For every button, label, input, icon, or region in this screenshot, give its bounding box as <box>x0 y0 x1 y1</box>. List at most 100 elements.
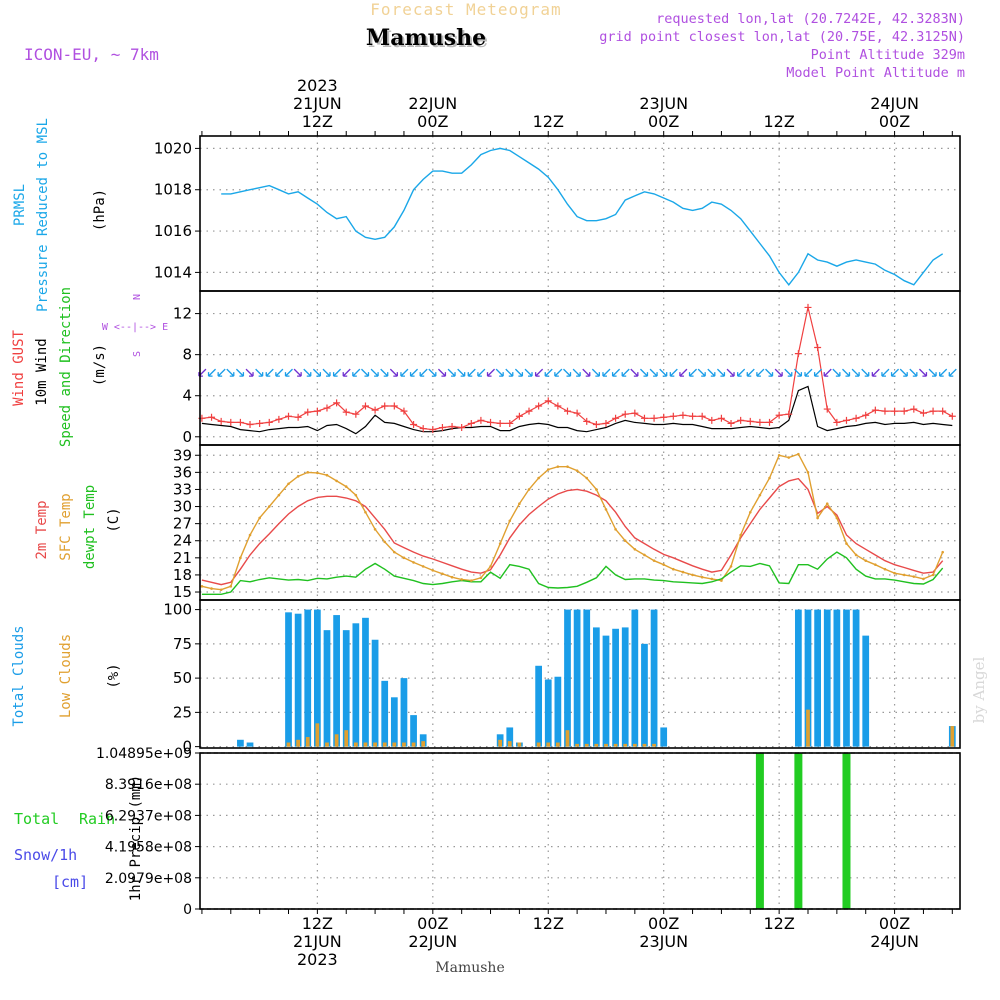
sfc-temp-point <box>489 565 492 568</box>
total-cloud-bar <box>544 679 552 747</box>
low-cloud-bar <box>421 741 426 747</box>
bottom-time-label: 12Z <box>763 914 794 933</box>
gust-point <box>487 418 495 426</box>
sfc-temp-point <box>258 516 261 520</box>
sfc-temp-point <box>518 502 521 505</box>
gust-point <box>842 416 850 424</box>
low-cloud-bar <box>296 739 300 747</box>
axis-layer: 1014101610181020048121518212427303336390… <box>96 76 953 969</box>
wind-direction-arrow <box>322 368 331 377</box>
ytick-label: 1014 <box>154 263 192 281</box>
product-title: Forecast Meteogram <box>370 0 561 19</box>
gust-point <box>563 407 571 415</box>
sfc-temp-point <box>835 516 839 520</box>
wind-direction-arrow <box>928 368 937 377</box>
wind-direction-arrow <box>477 368 486 377</box>
ytick-label: 75 <box>173 635 192 653</box>
sfc-temp-point <box>748 510 752 514</box>
low-cloud-bar <box>613 743 618 747</box>
sfc-temp-point <box>566 465 569 468</box>
sfc-temp-point <box>941 550 944 554</box>
wind-label: 10m Wind <box>34 338 50 405</box>
total-cloud-bar <box>333 615 340 747</box>
gust-point <box>515 412 523 420</box>
location-title: Mamushe <box>366 25 486 51</box>
low-cloud-bar <box>411 742 416 747</box>
wind-direction-arrow <box>939 368 948 377</box>
low-cloud-bar <box>594 743 599 747</box>
wind-speed-line <box>201 385 953 435</box>
gust-point <box>708 416 716 424</box>
wind-direction-arrow <box>534 368 544 377</box>
low-cloud-bar <box>652 743 656 747</box>
sfc-temp-point <box>316 471 319 475</box>
gust-point <box>948 412 956 420</box>
ytick-label: 27 <box>173 515 192 533</box>
top-time-label: 22JUN <box>408 94 457 113</box>
gust-point <box>833 418 841 426</box>
low-cloud-bar <box>305 737 310 747</box>
sfc-temp-point <box>402 556 406 560</box>
low-cloud-bar <box>565 730 570 747</box>
bottom-time-label: 22JUN <box>408 932 457 951</box>
low-cloud-bar <box>402 742 406 747</box>
grid-layer <box>200 136 960 910</box>
compass-we: W <--|--> E <box>102 322 168 333</box>
wind-direction-arrow <box>793 368 803 377</box>
wind-direction-arrow <box>400 368 409 377</box>
total-cloud-bar <box>573 609 581 747</box>
wind-direction-arrow <box>899 368 908 377</box>
sfc-temp-point <box>248 533 252 537</box>
wind-direction-arrow <box>428 368 437 377</box>
bottom-time-label: 2023 <box>297 950 338 969</box>
low-cloud-bar <box>642 743 647 747</box>
low-cloud-bar <box>632 743 637 747</box>
wind-direction-arrow <box>447 368 456 377</box>
wind-direction-arrow <box>639 368 649 377</box>
sfc-temp-point <box>296 475 300 478</box>
total-cloud-bar <box>631 609 639 747</box>
gust-point <box>371 406 379 414</box>
ytick-label: 8 <box>182 346 192 364</box>
sfc-temp-point <box>700 575 704 579</box>
sfc-temp-point <box>219 588 223 592</box>
sfc-temp-point <box>421 565 425 568</box>
panel-frame <box>199 444 961 601</box>
gust-point <box>669 412 677 420</box>
sfc-temp-point <box>922 577 925 581</box>
low-cloud-bar <box>556 742 560 747</box>
wind-direction-arrow <box>572 368 581 377</box>
gust-point <box>333 399 341 407</box>
bottom-time-label: 23JUN <box>639 932 688 951</box>
t2m-line <box>201 477 944 586</box>
low-cloud-bar <box>536 742 541 747</box>
low-cloud-bar <box>584 743 589 747</box>
sfc-temp-point <box>383 540 387 544</box>
sfc-temp-point <box>479 576 483 580</box>
sfc-temp-point <box>469 579 473 582</box>
wind-direction-arrow <box>832 368 841 377</box>
gust-point <box>285 412 293 420</box>
wind-direction-arrow <box>881 368 890 377</box>
gust-point <box>862 411 870 419</box>
gust-point <box>737 416 745 424</box>
ytick-label: 0 <box>182 738 192 756</box>
wind-direction-arrow <box>591 368 601 377</box>
ytick-label: 0 <box>182 428 192 446</box>
wind-direction-arrow <box>544 368 553 377</box>
gust-label: Wind GUST <box>11 330 27 406</box>
temp-unit: (C) <box>106 507 122 532</box>
gust-point <box>554 402 562 410</box>
pressure-line <box>221 147 944 286</box>
total-cloud-bar <box>612 628 619 747</box>
low-cloud-bar <box>373 742 377 747</box>
sfc-temp-point <box>662 563 665 566</box>
ytick-label: 8.3916e+08 <box>105 777 192 793</box>
total-cloud-bar <box>592 627 600 747</box>
low-cloud-bar <box>325 742 329 747</box>
sfc-temp-point <box>441 572 444 576</box>
low-clouds-label: Low Clouds <box>58 634 74 718</box>
gust-point <box>477 416 485 424</box>
sfc-temp-point <box>874 563 877 566</box>
wind-direction-arrow <box>804 368 813 377</box>
